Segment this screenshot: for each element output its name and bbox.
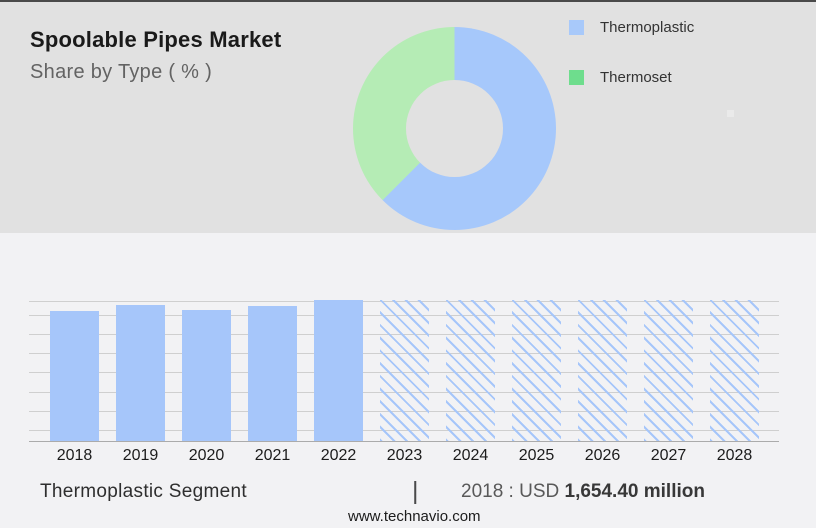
header: Spoolable Pipes Market Share by Type ( %…	[30, 27, 281, 84]
x-tick-2023: 2023	[386, 447, 423, 464]
legend-label-thermoplastic: Thermoplastic	[600, 19, 695, 36]
bar-2026-forecast	[578, 300, 627, 441]
x-tick-2018: 2018	[56, 447, 93, 464]
x-tick-2022: 2022	[320, 447, 357, 464]
legend-label-thermoset: Thermoset	[600, 69, 672, 86]
bar-2020	[182, 310, 231, 441]
bar-2023-forecast	[380, 300, 429, 441]
donut-chart	[353, 27, 556, 230]
bar-2018	[50, 311, 99, 441]
footer-separator: |	[412, 477, 419, 505]
x-tick-2025: 2025	[518, 447, 555, 464]
website-url: www.technavio.com	[348, 508, 481, 525]
bar-chart-panel: 2018 2019 2020 2021 2022 2023 2024 2025 2026 2027…	[0, 233, 816, 528]
x-tick-2024: 2024	[452, 447, 489, 464]
bar-2027-forecast	[644, 300, 693, 441]
segment-label: Thermoplastic Segment	[40, 481, 247, 502]
bar-2024-forecast	[446, 300, 495, 441]
bar-2028-forecast	[710, 300, 759, 441]
legend-swatch-thermoset	[569, 70, 584, 85]
top-edge-line	[0, 0, 816, 2]
bar-2022	[314, 300, 363, 441]
bar-2025-forecast	[512, 300, 561, 441]
market-value-2018: 2018 : USD 1,654.40 million	[461, 481, 705, 503]
bar-2021	[248, 305, 297, 441]
donut-legend: Thermoplastic Thermoset	[569, 19, 694, 86]
page-title: Spoolable Pipes Market	[30, 27, 282, 52]
x-tick-2020: 2020	[188, 447, 225, 464]
donut-hole	[406, 80, 503, 177]
legend-swatch-thermoplastic	[569, 20, 584, 35]
market-value-prefix: 2018 : USD	[461, 481, 565, 502]
legend-item-thermoplastic: Thermoplastic	[569, 19, 694, 36]
x-tick-2021: 2021	[254, 447, 291, 464]
market-value-amount: 1,654.40 million	[564, 481, 705, 502]
bar-2019	[116, 304, 165, 441]
x-axis-labels: 2018 2019 2020 2021 2022 2023 2024 2025 2026 2027…	[29, 447, 779, 465]
page-subtitle: Share by Type ( % )	[30, 61, 213, 83]
bar-series	[29, 300, 779, 441]
x-tick-2019: 2019	[122, 447, 159, 464]
top-panel: Spoolable Pipes Market Share by Type ( %…	[0, 0, 816, 233]
faint-square-decoration	[727, 110, 734, 117]
x-tick-2026: 2026	[584, 447, 621, 464]
x-tick-2027: 2027	[650, 447, 687, 464]
bar-plot	[29, 300, 779, 442]
x-tick-2028: 2028	[716, 447, 753, 464]
legend-item-thermoset: Thermoset	[569, 69, 694, 86]
